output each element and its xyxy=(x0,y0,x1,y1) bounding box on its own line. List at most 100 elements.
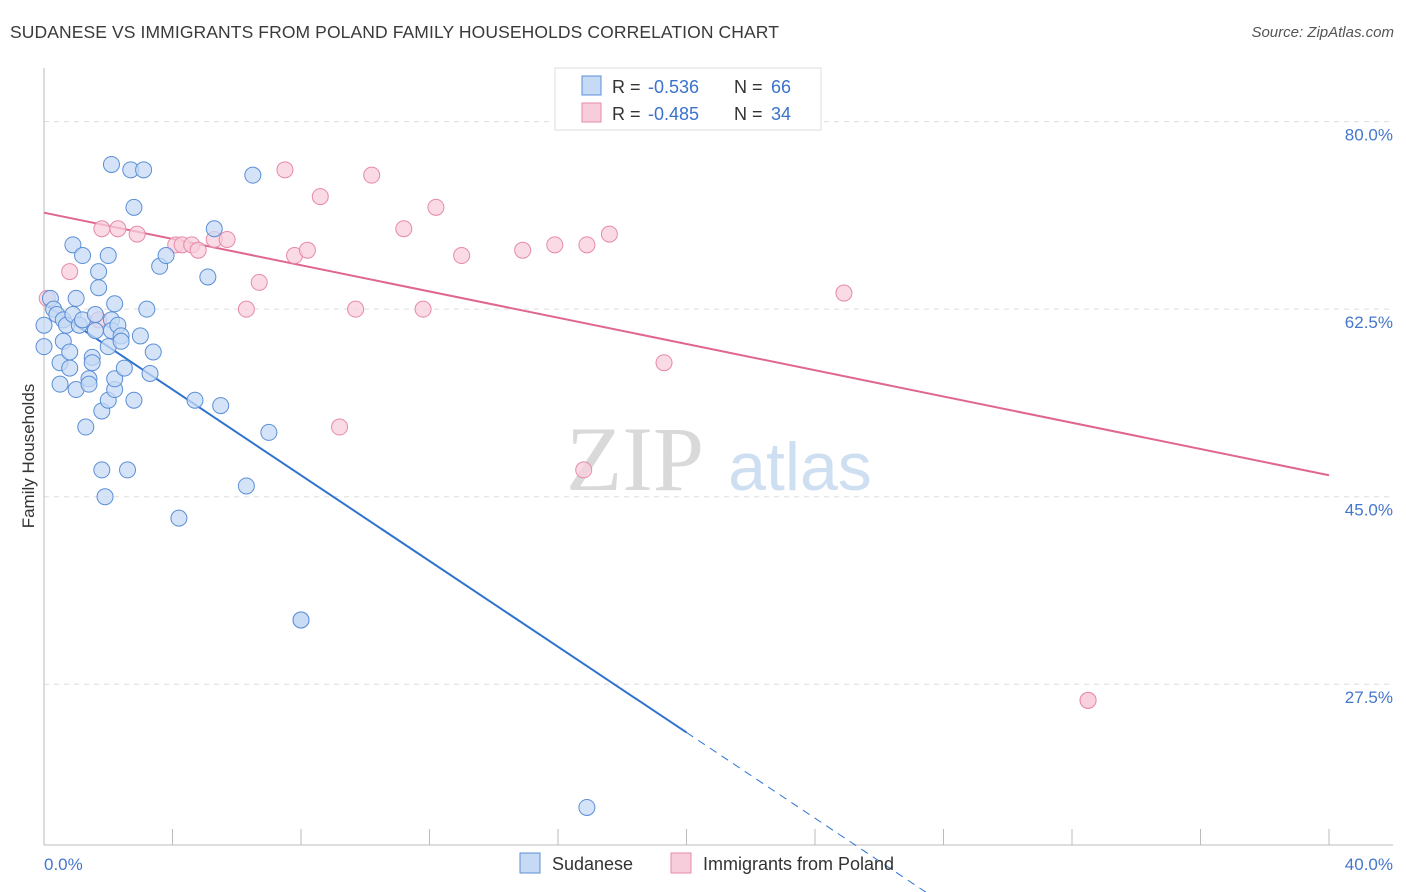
data-point-sudanese xyxy=(115,359,133,377)
data-point-sudanese xyxy=(119,461,137,479)
legend-label-poland: Immigrants from Poland xyxy=(703,854,894,874)
data-point-poland xyxy=(331,418,349,436)
chart-title: SUDANESE VS IMMIGRANTS FROM POLAND FAMIL… xyxy=(10,22,780,42)
data-point-poland xyxy=(395,220,413,238)
data-point-sudanese xyxy=(61,343,79,361)
data-point-sudanese xyxy=(125,391,143,409)
legend-swatch-pink xyxy=(581,102,602,123)
data-point-poland xyxy=(453,247,471,265)
legend-n-value-pink: 34 xyxy=(771,104,791,124)
data-point-poland xyxy=(250,273,268,291)
y-tick-label: 45.0% xyxy=(1345,501,1393,520)
correlation-legend-box: R = -0.536 N = 66 R = -0.485 N = 34 xyxy=(554,67,822,131)
points-immigrants-from-poland xyxy=(38,161,1097,709)
data-point-sudanese xyxy=(292,611,310,629)
data-point-poland xyxy=(514,241,532,259)
y-tick-label: 80.0% xyxy=(1345,126,1393,145)
data-point-sudanese xyxy=(106,370,124,388)
data-point-sudanese xyxy=(64,236,82,254)
grid-lines xyxy=(44,121,1393,685)
data-point-sudanese xyxy=(205,220,223,238)
data-point-poland xyxy=(276,161,294,179)
legend-n-label-pink: N = xyxy=(734,104,763,124)
data-point-sudanese xyxy=(35,316,53,334)
y-tick-labels: 27.5% 45.0% 62.5% 80.0% xyxy=(1345,126,1393,708)
data-point-sudanese xyxy=(186,391,204,409)
series-legend: Sudanese Immigrants from Poland xyxy=(519,852,894,874)
legend-label-sudanese: Sudanese xyxy=(552,854,633,874)
legend-n-value-blue: 66 xyxy=(771,77,791,97)
data-point-sudanese xyxy=(96,488,114,506)
x-tick-labels: 0.0% 40.0% xyxy=(44,855,1393,874)
data-point-sudanese xyxy=(244,166,262,184)
data-point-sudanese xyxy=(135,161,153,179)
x-tick-label: 40.0% xyxy=(1345,855,1393,874)
watermark-zip: ZIP xyxy=(566,408,704,510)
data-point-poland xyxy=(414,300,432,318)
legend-r-label-pink: R = xyxy=(612,104,641,124)
data-point-poland xyxy=(427,198,445,216)
data-point-sudanese xyxy=(237,477,255,495)
data-point-poland xyxy=(93,220,111,238)
data-point-sudanese xyxy=(138,300,156,318)
data-point-sudanese xyxy=(141,364,159,382)
data-point-poland xyxy=(546,236,564,254)
data-point-sudanese xyxy=(170,509,188,527)
data-point-poland xyxy=(347,300,365,318)
legend-r-label-blue: R = xyxy=(612,77,641,97)
legend-swatch-blue xyxy=(581,75,602,96)
data-point-sudanese xyxy=(99,247,117,265)
x-tick-label: 0.0% xyxy=(44,855,83,874)
data-point-sudanese xyxy=(67,289,85,307)
points-sudanese xyxy=(35,155,596,816)
legend-swatch-sudanese xyxy=(519,852,541,874)
data-point-sudanese xyxy=(61,359,79,377)
legend-r-value-blue: -0.536 xyxy=(648,77,699,97)
data-point-poland xyxy=(311,188,329,206)
data-point-sudanese xyxy=(199,268,217,286)
data-point-poland xyxy=(189,241,207,259)
data-point-sudanese xyxy=(144,343,162,361)
data-point-sudanese xyxy=(35,338,53,356)
data-point-sudanese xyxy=(578,798,596,816)
y-tick-label: 27.5% xyxy=(1345,688,1393,707)
data-point-sudanese xyxy=(112,332,130,350)
data-point-sudanese xyxy=(86,322,104,340)
legend-r-value-pink: -0.485 xyxy=(648,104,699,124)
data-point-sudanese xyxy=(102,155,120,173)
x-ticks xyxy=(43,829,1330,845)
data-point-sudanese xyxy=(80,375,98,393)
trend-line-sudanese xyxy=(43,302,688,734)
data-point-sudanese xyxy=(212,397,230,415)
data-point-poland xyxy=(363,166,381,184)
data-point-sudanese xyxy=(260,423,278,441)
data-point-sudanese xyxy=(74,247,92,265)
data-point-poland xyxy=(109,220,127,238)
data-point-poland xyxy=(298,241,316,259)
data-point-poland xyxy=(1079,691,1097,709)
data-point-sudanese xyxy=(83,354,101,372)
data-point-sudanese xyxy=(93,461,111,479)
trend-line-poland xyxy=(43,211,1330,477)
data-point-poland xyxy=(218,230,236,248)
source-label: Source: ZipAtlas.com xyxy=(1251,24,1394,41)
trend-lines xyxy=(43,211,1330,892)
data-point-sudanese xyxy=(157,247,175,265)
trend-line-sudanese-extension xyxy=(686,732,927,892)
axes xyxy=(43,68,1393,846)
data-point-sudanese xyxy=(51,375,69,393)
data-point-poland xyxy=(575,461,593,479)
y-axis-label: Family Households xyxy=(19,384,38,529)
data-point-sudanese xyxy=(90,279,108,297)
data-point-poland xyxy=(237,300,255,318)
legend-swatch-poland xyxy=(670,852,692,874)
data-point-poland xyxy=(128,225,146,243)
watermark: ZIP atlas xyxy=(566,408,872,510)
data-point-poland xyxy=(578,236,596,254)
data-point-poland xyxy=(600,225,618,243)
data-point-poland xyxy=(61,263,79,281)
data-point-sudanese xyxy=(86,305,104,323)
data-point-sudanese xyxy=(131,327,149,345)
